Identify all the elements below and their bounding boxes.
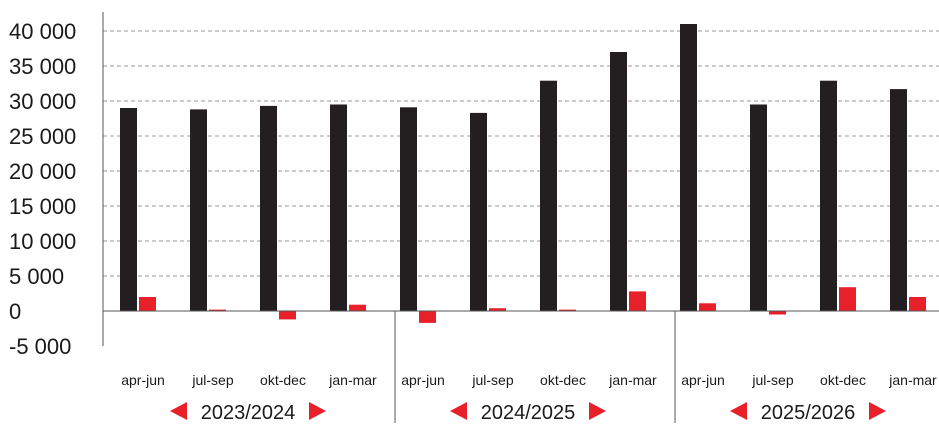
bar-series-1 (540, 80, 557, 311)
bars (120, 24, 926, 323)
bar-series-2 (279, 311, 296, 320)
arrow-left-icon (170, 402, 187, 420)
y-tick-label: 35 000 (9, 54, 76, 79)
period-labels: 2023/2024 2024/2025 2025/2026 (170, 311, 886, 424)
x-tick-label: jul-sep (191, 372, 233, 388)
y-tick-label: 15 000 (9, 194, 76, 219)
y-tick-label: 0 (9, 299, 21, 324)
bar-series-2 (489, 308, 506, 311)
x-tick-label: apr-jun (681, 372, 725, 388)
bar-series-2 (839, 287, 856, 311)
bar-series-2 (139, 297, 156, 311)
x-tick-label: jul-sep (751, 372, 793, 388)
y-tick-label: 25 000 (9, 124, 76, 149)
bar-series-2 (559, 309, 576, 311)
bar-series-1 (330, 104, 347, 311)
period-label: 2023/2024 (201, 402, 296, 424)
bar-series-1 (190, 109, 207, 312)
bar-series-1 (890, 89, 907, 311)
arrow-left-icon (730, 402, 747, 420)
arrow-right-icon (309, 402, 326, 420)
y-tick-label: 20 000 (9, 159, 76, 184)
x-tick-label: okt-dec (260, 372, 306, 388)
y-tick-label: -5 000 (9, 334, 71, 359)
x-tick-label: okt-dec (820, 372, 866, 388)
bar-series-1 (610, 52, 627, 311)
y-tick-label: 40 000 (9, 19, 76, 44)
bar-series-1 (120, 108, 137, 311)
period-label: 2024/2025 (481, 402, 576, 424)
x-tick-label: jan-mar (328, 372, 377, 388)
bar-series-2 (909, 297, 926, 311)
bar-series-1 (750, 104, 767, 311)
bar-series-2 (629, 291, 646, 311)
bar-series-2 (419, 311, 436, 323)
x-tick-label: jul-sep (471, 372, 513, 388)
x-tick-label: jan-mar (888, 372, 937, 388)
arrow-right-icon (869, 402, 886, 420)
x-tick-label: apr-jun (401, 372, 445, 388)
bar-series-2 (699, 303, 716, 311)
period-label: 2025/2026 (761, 402, 856, 424)
bar-series-2 (209, 309, 226, 311)
y-tick-label: 10 000 (9, 229, 76, 254)
arrow-left-icon (450, 402, 467, 420)
bar-series-1 (260, 105, 277, 312)
y-tick-label: 5 000 (9, 264, 64, 289)
bar-series-1 (820, 80, 837, 311)
bar-series-1 (680, 24, 697, 311)
bar-series-1 (400, 107, 417, 311)
bar-series-2 (349, 304, 366, 311)
x-axis: apr-jun jul-sep okt-dec jan-mar apr-jun jul-s… (103, 310, 939, 388)
x-tick-label: jan-mar (608, 372, 657, 388)
gridlines (103, 30, 939, 277)
x-tick-label: okt-dec (540, 372, 586, 388)
bar-series-1 (470, 112, 487, 312)
bar-series-2 (769, 311, 786, 315)
y-tick-label: 30 000 (9, 89, 76, 114)
y-axis: -5 000 0 5 000 10 000 15 000 20 000 25 000 30 0… (9, 12, 104, 359)
x-tick-label: apr-jun (121, 372, 165, 388)
arrow-right-icon (589, 402, 606, 420)
